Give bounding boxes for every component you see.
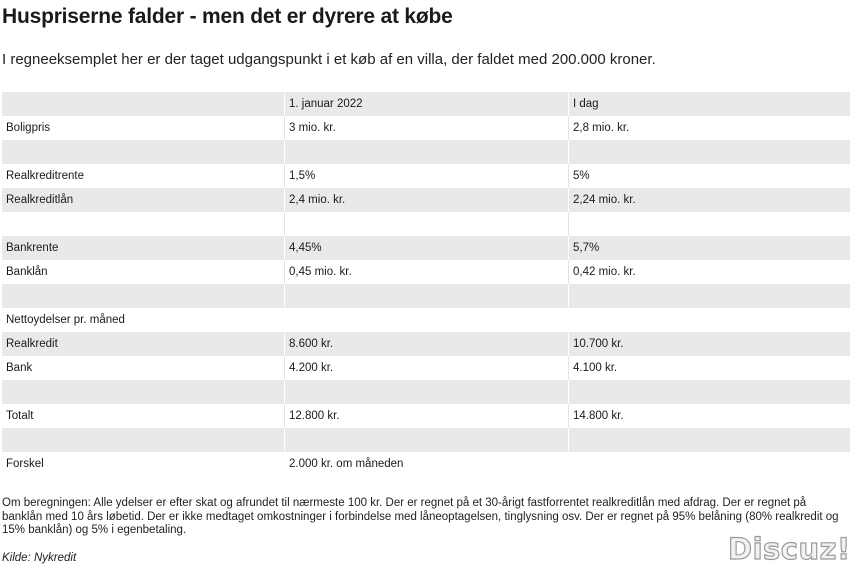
row-value-difference: 2.000 kr. om måneden [284, 452, 850, 476]
table-row: Realkreditrente 1,5% 5% [2, 164, 850, 188]
row-value-today: 5,7% [568, 236, 850, 260]
row-label [2, 284, 284, 308]
row-value-jan-2022: 12.800 kr. [284, 404, 568, 428]
table-row: Bank 4.200 kr. 4.100 kr. [2, 356, 850, 380]
table-row-spacer [2, 380, 850, 404]
header-cell-today: I dag [568, 92, 850, 116]
table-row-spacer [2, 284, 850, 308]
row-label: Realkreditlån [6, 194, 74, 206]
row-label [2, 428, 284, 452]
row-value-jan-2022: 1,5% [284, 164, 568, 188]
row-value-jan-2022 [284, 140, 568, 164]
table-row-difference: Forskel 2.000 kr. om måneden [2, 452, 850, 476]
row-value-today: 4.100 kr. [568, 356, 850, 380]
header-cell-label [2, 92, 284, 116]
table-row: Banklån 0,45 mio. kr. 0,42 mio. kr. [2, 260, 850, 284]
row-value-today [568, 428, 850, 452]
row-value-today: 14.800 kr. [568, 404, 850, 428]
table-row-spacer [2, 140, 850, 164]
table-row: Bankrente 4,45% 5,7% [2, 236, 850, 260]
row-label: Forskel [6, 458, 44, 470]
section-heading-label: Nettoydelser pr. måned [6, 314, 125, 326]
row-label: Boligpris [6, 122, 51, 134]
row-value-jan-2022: 3 mio. kr. [284, 116, 568, 140]
row-value-jan-2022 [284, 428, 568, 452]
row-value-jan-2022 [284, 380, 568, 404]
row-label: Realkredit [6, 338, 58, 350]
row-value-today [568, 284, 850, 308]
row-label: Totalt [6, 410, 34, 422]
discuz-watermark-logo: Discuz! [727, 531, 851, 566]
page-title: Huspriserne falder - men det er dyrere a… [2, 5, 453, 28]
row-label: Bankrente [6, 242, 59, 254]
table-row-spacer [2, 212, 850, 236]
header-cell-jan-2022: 1. januar 2022 [284, 92, 568, 116]
table-row-spacer [2, 428, 850, 452]
row-value-jan-2022 [284, 284, 568, 308]
row-value-jan-2022: 2,4 mio. kr. [284, 188, 568, 212]
footnote: Om beregningen: Alle ydelser er efter sk… [2, 497, 839, 536]
row-label: Banklån [6, 266, 48, 278]
row-value-jan-2022: 4.200 kr. [284, 356, 568, 380]
data-table: 1. januar 2022 I dag Boligpris 3 mio. kr… [2, 92, 850, 476]
row-label [2, 380, 284, 404]
row-label: Realkreditrente [6, 170, 84, 182]
table-row: Boligpris 3 mio. kr. 2,8 mio. kr. [2, 116, 850, 140]
row-label: Bank [6, 362, 33, 374]
table-section-heading: Nettoydelser pr. måned [2, 308, 850, 332]
row-value-today: 5% [568, 164, 850, 188]
table-row: Realkredit 8.600 kr. 10.700 kr. [2, 332, 850, 356]
row-value-today [568, 140, 850, 164]
table-header-row: 1. januar 2022 I dag [2, 92, 850, 116]
row-value-jan-2022: 0,45 mio. kr. [284, 260, 568, 284]
row-value-today: 2,24 mio. kr. [568, 188, 850, 212]
row-value-jan-2022: 8.600 kr. [284, 332, 568, 356]
source-credit: Kilde: Nykredit [2, 552, 77, 564]
row-value-jan-2022: 4,45% [284, 236, 568, 260]
page-subtitle: I regneeksemplet her er der taget udgang… [2, 51, 656, 68]
row-value-today: 0,42 mio. kr. [568, 260, 850, 284]
table-row-total: Totalt 12.800 kr. 14.800 kr. [2, 404, 850, 428]
row-value-today: 2,8 mio. kr. [568, 116, 850, 140]
row-value-today: 10.700 kr. [568, 332, 850, 356]
row-label [2, 212, 284, 236]
row-value-jan-2022 [284, 212, 568, 236]
row-label [2, 140, 284, 164]
table-row: Realkreditlån 2,4 mio. kr. 2,24 mio. kr. [2, 188, 850, 212]
row-value-today [568, 212, 850, 236]
row-value-today [568, 380, 850, 404]
